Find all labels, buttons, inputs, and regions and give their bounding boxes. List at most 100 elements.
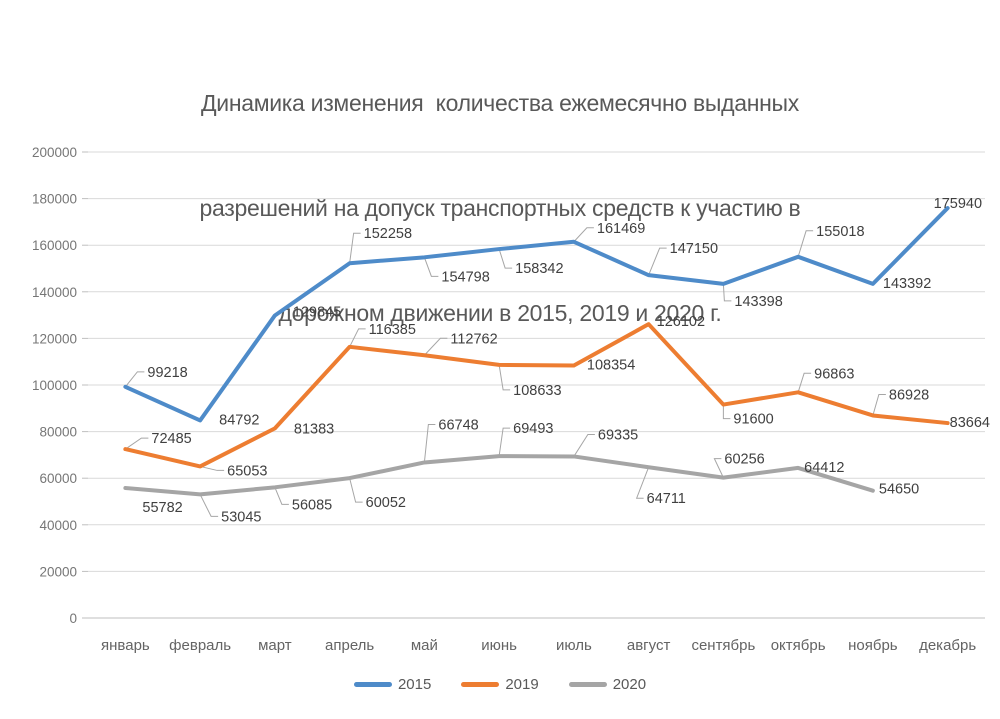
y-tick-label: 40000 [39,518,77,533]
y-tick-label: 120000 [32,331,77,346]
x-tick-label: май [411,637,438,654]
leader-line [124,371,145,388]
x-tick-label: сентябрь [691,637,755,654]
data-label-2019-апрель: 116385 [369,322,416,338]
data-label-2019-ноябрь: 86928 [889,387,929,403]
x-tick-label: ноябрь [848,637,898,654]
y-tick-label: 0 [69,611,77,626]
data-label-2015-май: 154798 [441,269,489,285]
data-label-2020-апрель: 60052 [366,495,406,511]
x-tick-label: июнь [481,637,517,654]
data-label-2019-декабрь: 83664 [950,415,990,431]
y-tick-label: 140000 [32,285,77,300]
chart-title-line-1: Динамика изменения количества ежемесячно… [201,90,799,116]
leader-line [349,477,363,503]
y-tick-label: 180000 [32,192,77,207]
x-tick-label: март [258,637,292,654]
data-label-2015-июнь: 158342 [515,261,563,277]
data-label-2019-март: 81383 [294,421,334,437]
data-label-2015-июль: 161469 [597,221,645,237]
leader-line [274,487,289,505]
data-label-2019-июнь: 108633 [513,383,561,399]
leader-line [498,248,513,269]
leader-line [200,465,225,471]
leader-line [573,433,595,457]
data-label-2019-август: 126102 [657,314,705,330]
data-label-2020-июнь: 69493 [513,421,553,437]
leader-line [423,423,436,463]
y-tick-label: 100000 [32,378,77,393]
leader-line [635,467,650,499]
legend-item-2020: 2020 [568,676,647,693]
data-label-2020-май: 66748 [438,417,478,433]
legend-label-2020: 2020 [612,676,647,693]
data-label-2015-январь: 99218 [147,365,187,381]
data-label-2019-сентябрь: 91600 [733,412,773,428]
data-label-2019-май: 112762 [450,331,497,347]
data-label-2020-сентябрь: 60256 [724,452,764,468]
y-tick-label: 80000 [39,425,77,440]
leader-line [424,337,448,356]
x-tick-label: январь [101,637,150,654]
x-tick-label: август [627,637,671,654]
data-label-2020-ноябрь: 54650 [879,482,919,498]
x-tick-label: декабрь [919,637,976,654]
leader-line [498,364,511,391]
data-label-2019-октябрь: 96863 [814,366,854,382]
data-label-2015-март: 129845 [293,304,341,320]
series-line-2015 [123,206,950,423]
leader-line [722,404,731,420]
x-tick-label: июль [556,637,592,654]
data-label-2019-июль: 108354 [587,358,635,374]
data-label-2015-сентябрь: 143398 [734,294,782,310]
y-tick-label: 60000 [39,471,77,486]
legend-swatch-2019 [461,682,500,687]
leader-line [872,393,886,416]
leader-line [349,328,366,348]
legend-swatch-2015 [353,682,392,687]
data-label-2015-октябрь: 155018 [816,224,864,240]
data-label-2020-август: 64711 [647,491,686,507]
data-label-2020-октябрь: 64412 [804,460,844,476]
y-tick-label: 160000 [32,238,77,253]
legend-item-2019: 2019 [461,676,539,693]
y-tick-label: 200000 [32,145,77,160]
legend-label-2015: 2015 [397,676,432,693]
data-label-2020-март: 56085 [292,497,332,513]
data-label-2015-ноябрь: 143392 [883,276,931,292]
x-tick-label: октябрь [771,637,826,654]
leader-line [199,494,219,517]
legend-item-2015: 2015 [353,676,432,693]
leader-line [573,227,594,243]
leader-line [498,427,511,457]
data-label-2020-февраль: 53045 [221,509,261,525]
x-tick-label: февраль [169,637,231,654]
leader-line [423,257,439,277]
data-label-2019-январь: 72485 [151,431,191,447]
data-label-2015-декабрь: 175940 [934,196,982,212]
data-label-2020-январь: 55782 [142,500,182,516]
leader-line [722,283,732,302]
legend: 2015 2019 2020 [0,676,1000,693]
legend-swatch-2020 [568,682,607,687]
series-line-2019 [123,322,950,469]
y-tick-label: 20000 [39,564,77,579]
data-label-2020-июль: 69335 [598,427,638,443]
leader-line [713,458,724,478]
leader-line [125,437,149,450]
leader-line [797,372,812,393]
data-label-2019-февраль: 65053 [227,463,267,479]
x-tick-label: апрель [325,637,374,654]
chart-title: Динамика изменения количества ежемесячно… [0,16,1000,366]
legend-label-2019: 2019 [505,676,539,693]
chart-title-line-3: дорожном движении в 2015, 2019 и 2020 г. [278,300,722,326]
data-label-2015-апрель: 152258 [364,226,412,242]
leader-line [797,230,814,257]
data-label-2015-август: 147150 [670,241,718,257]
chart-title-line-2: разрешений на допуск транспортных средст… [199,195,801,221]
leader-line [349,232,361,264]
data-label-2015-февраль: 84792 [219,412,259,428]
leader-line [648,247,667,276]
